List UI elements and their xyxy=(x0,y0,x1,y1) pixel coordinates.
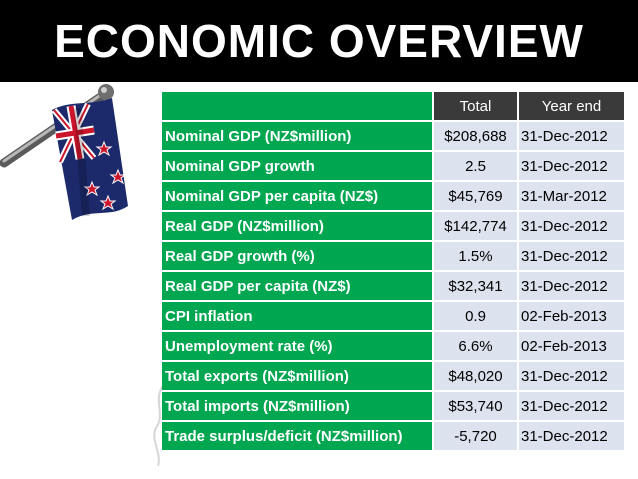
table-row: Nominal GDP per capita (NZ$) $45,769 31-… xyxy=(162,182,624,210)
row-label: CPI inflation xyxy=(162,302,432,330)
row-label: Real GDP growth (%) xyxy=(162,242,432,270)
row-total: $53,740 xyxy=(432,392,517,420)
table-row: CPI inflation 0.9 02-Feb-2013 xyxy=(162,302,624,330)
row-year-end: 31-Dec-2012 xyxy=(517,152,624,180)
row-year-end: 31-Mar-2012 xyxy=(517,182,624,210)
table-row: Nominal GDP growth 2.5 31-Dec-2012 xyxy=(162,152,624,180)
row-year-end: 31-Dec-2012 xyxy=(517,122,624,150)
title-bar: ECONOMIC OVERVIEW xyxy=(0,0,638,82)
row-label: Nominal GDP (NZ$million) xyxy=(162,122,432,150)
table-row: Unemployment rate (%) 6.6% 02-Feb-2013 xyxy=(162,332,624,360)
row-year-end: 02-Feb-2013 xyxy=(517,332,624,360)
row-total: $208,688 xyxy=(432,122,517,150)
row-total: $48,020 xyxy=(432,362,517,390)
row-year-end: 31-Dec-2012 xyxy=(517,422,624,450)
row-label: Real GDP (NZ$million) xyxy=(162,212,432,240)
row-label: Total exports (NZ$million) xyxy=(162,362,432,390)
row-total: $142,774 xyxy=(432,212,517,240)
header-blank-cell xyxy=(162,92,432,120)
row-total: -5,720 xyxy=(432,422,517,450)
table-row: Real GDP growth (%) 1.5% 31-Dec-2012 xyxy=(162,242,624,270)
row-label: Nominal GDP growth xyxy=(162,152,432,180)
table-row: Nominal GDP (NZ$million) $208,688 31-Dec… xyxy=(162,122,624,150)
table-header-row: Total Year end xyxy=(162,92,624,120)
new-zealand-flag-icon xyxy=(0,78,165,238)
row-label: Unemployment rate (%) xyxy=(162,332,432,360)
table-row: Real GDP (NZ$million) $142,774 31-Dec-20… xyxy=(162,212,624,240)
row-year-end: 02-Feb-2013 xyxy=(517,302,624,330)
row-label: Total imports (NZ$million) xyxy=(162,392,432,420)
row-year-end: 31-Dec-2012 xyxy=(517,362,624,390)
row-total: 1.5% xyxy=(432,242,517,270)
header-total: Total xyxy=(432,92,517,120)
row-total: $32,341 xyxy=(432,272,517,300)
header-year-end: Year end xyxy=(517,92,624,120)
row-label: Real GDP per capita (NZ$) xyxy=(162,272,432,300)
table-row: Real GDP per capita (NZ$) $32,341 31-Dec… xyxy=(162,272,624,300)
row-total: 2.5 xyxy=(432,152,517,180)
row-year-end: 31-Dec-2012 xyxy=(517,242,624,270)
table-row: Trade surplus/deficit (NZ$million) -5,72… xyxy=(162,422,624,450)
row-label: Nominal GDP per capita (NZ$) xyxy=(162,182,432,210)
row-total: 6.6% xyxy=(432,332,517,360)
row-year-end: 31-Dec-2012 xyxy=(517,212,624,240)
economic-data-table: Total Year end Nominal GDP (NZ$million) … xyxy=(162,90,624,452)
table-row: Total exports (NZ$million) $48,020 31-De… xyxy=(162,362,624,390)
decorative-swirl xyxy=(148,380,170,470)
slide-title: ECONOMIC OVERVIEW xyxy=(54,15,584,67)
table-row: Total imports (NZ$million) $53,740 31-De… xyxy=(162,392,624,420)
row-year-end: 31-Dec-2012 xyxy=(517,272,624,300)
row-year-end: 31-Dec-2012 xyxy=(517,392,624,420)
row-total: $45,769 xyxy=(432,182,517,210)
row-total: 0.9 xyxy=(432,302,517,330)
row-label: Trade surplus/deficit (NZ$million) xyxy=(162,422,432,450)
